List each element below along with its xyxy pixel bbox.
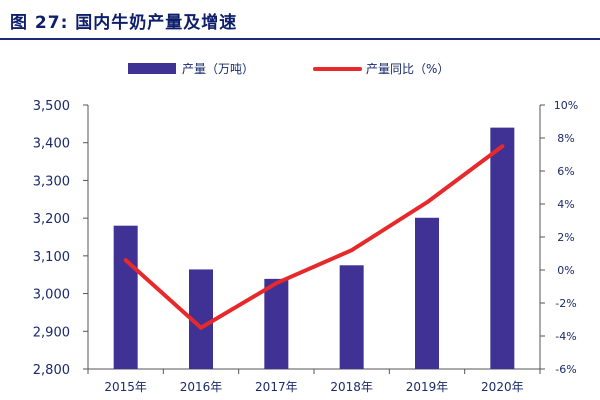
x-axis-tick-label: 2020年 — [481, 380, 524, 394]
left-axis-tick-label: 3,300 — [33, 174, 70, 189]
right-axis-tick-label: -4% — [555, 330, 576, 343]
bar-2015年 — [113, 225, 138, 369]
bar-series — [113, 127, 515, 369]
bar-2020年 — [490, 127, 515, 369]
left-axis-tick-label: 3,000 — [33, 288, 70, 303]
left-axis-tick-label: 3,200 — [33, 212, 70, 227]
right-axis-tick-label: 4% — [557, 198, 574, 211]
left-axis-tick-label: 2,800 — [33, 363, 70, 378]
x-axis-tick-label: 2019年 — [406, 380, 449, 394]
chart-legend: 产量（万吨） 产量同比（%） — [128, 62, 449, 76]
legend-bar-swatch — [128, 63, 176, 74]
bar-2017年 — [264, 278, 289, 369]
chart-axes: 2,800 2,900 3,000 3,100 3,200 3,300 3,400 3,500… — [33, 99, 578, 394]
right-axis-tick-label: 6% — [557, 165, 574, 178]
figure-title: 图 27: 国内牛奶产量及增速 — [10, 13, 238, 33]
left-axis-tick-label: 3,500 — [33, 99, 70, 114]
right-axis-tick-label: 0% — [557, 264, 574, 277]
title-underline — [0, 38, 600, 40]
left-axis-tick-label: 3,100 — [33, 250, 70, 265]
line-series — [123, 144, 505, 330]
right-axis-tick-label: 8% — [557, 132, 574, 145]
right-axis-tick-label: 2% — [557, 231, 574, 244]
bar-2019年 — [415, 217, 439, 369]
legend-bar-label: 产量（万吨） — [182, 62, 254, 76]
bar-2018年 — [339, 265, 364, 369]
figure-header: 图 27: 国内牛奶产量及增速 — [0, 0, 600, 40]
x-axis-tick-label: 2016年 — [180, 380, 223, 394]
x-axis-tick-label: 2015年 — [104, 380, 147, 394]
legend-line-label: 产量同比（%） — [366, 62, 449, 76]
right-axis-tick-label: -6% — [555, 363, 576, 376]
left-axis-tick-label: 2,900 — [33, 325, 70, 340]
left-axis-tick-label: 3,400 — [33, 137, 70, 152]
growth-line — [123, 144, 505, 330]
right-axis-tick-label: -2% — [555, 297, 576, 310]
right-axis-tick-label: 10% — [554, 99, 578, 112]
x-axis-tick-label: 2018年 — [330, 380, 373, 394]
x-axis-tick-label: 2017年 — [255, 380, 298, 394]
